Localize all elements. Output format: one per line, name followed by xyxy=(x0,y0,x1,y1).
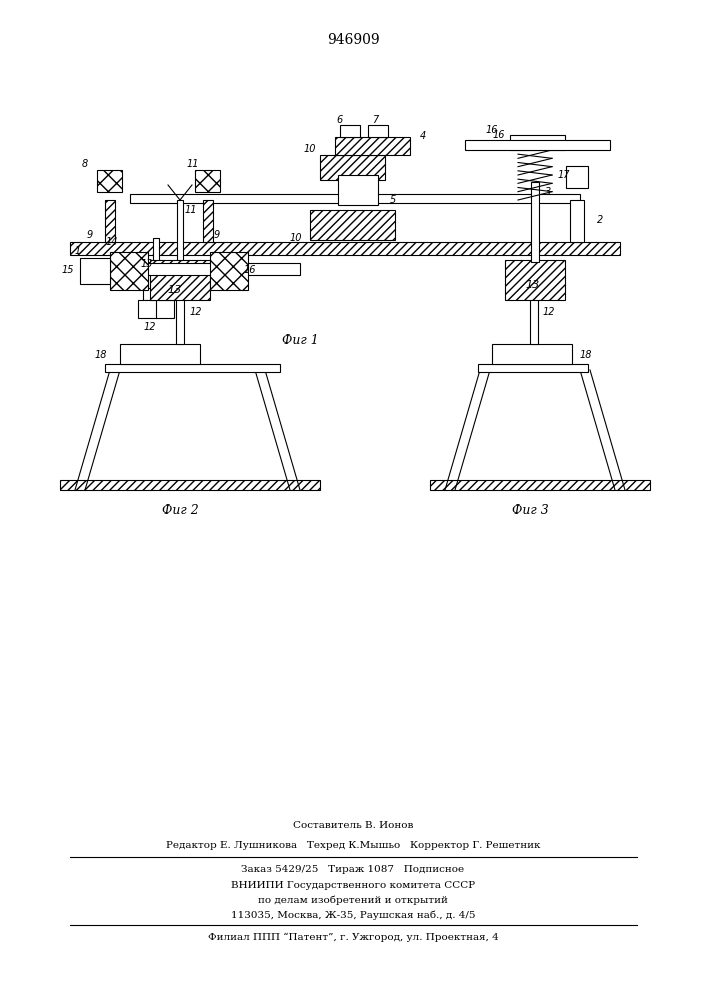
Bar xyxy=(203,200,213,242)
Bar xyxy=(195,170,220,192)
Text: 18: 18 xyxy=(95,350,107,360)
Text: 1: 1 xyxy=(75,246,81,256)
Bar xyxy=(338,175,378,205)
Text: 7: 7 xyxy=(372,115,378,125)
Text: Редактор Е. Лушникова   Техред К.Мышьо   Корректор Г. Решетник: Редактор Е. Лушникова Техред К.Мышьо Кор… xyxy=(165,840,540,850)
Bar xyxy=(340,125,360,137)
Bar xyxy=(465,140,610,150)
Bar xyxy=(105,364,280,372)
Bar xyxy=(430,480,650,490)
Text: 12: 12 xyxy=(543,307,556,317)
Bar xyxy=(530,299,538,344)
Text: 4: 4 xyxy=(420,131,426,141)
Text: 9: 9 xyxy=(214,230,220,240)
Bar xyxy=(70,242,620,255)
Text: Филиал ППП “Патент”, г. Ужгород, ул. Проектная, 4: Филиал ППП “Патент”, г. Ужгород, ул. Про… xyxy=(208,932,498,942)
Bar xyxy=(176,299,184,344)
Text: 13: 13 xyxy=(526,280,540,290)
Bar xyxy=(368,125,388,137)
Bar xyxy=(492,344,572,364)
Text: 14: 14 xyxy=(106,237,118,247)
Bar xyxy=(510,135,565,150)
Text: 5: 5 xyxy=(390,195,396,205)
Text: 12: 12 xyxy=(190,307,202,317)
Bar xyxy=(60,480,320,490)
Text: 6: 6 xyxy=(337,115,343,125)
Text: 2: 2 xyxy=(597,215,603,225)
Bar xyxy=(177,200,183,260)
Text: 16: 16 xyxy=(486,125,498,135)
Text: 113035, Москва, Ж-35, Раушская наб., д. 4/5: 113035, Москва, Ж-35, Раушская наб., д. … xyxy=(230,910,475,920)
Text: 946909: 946909 xyxy=(327,33,380,47)
Text: 9: 9 xyxy=(87,230,93,240)
Text: Заказ 5429/25   Тираж 1087   Подписное: Заказ 5429/25 Тираж 1087 Подписное xyxy=(241,865,464,874)
Text: 15: 15 xyxy=(62,265,74,275)
Bar xyxy=(320,155,385,180)
Bar xyxy=(505,260,565,300)
Bar xyxy=(120,344,200,364)
Text: ВНИИПИ Государственного комитета СССР: ВНИИПИ Государственного комитета СССР xyxy=(231,880,475,890)
Bar xyxy=(570,200,584,242)
Text: 11: 11 xyxy=(185,205,197,215)
Bar xyxy=(335,137,410,155)
Text: 10: 10 xyxy=(289,233,302,243)
Bar xyxy=(130,194,580,203)
Text: 3: 3 xyxy=(545,187,551,197)
Text: 16: 16 xyxy=(244,265,257,275)
Text: Фиг 1: Фиг 1 xyxy=(281,334,318,347)
Bar xyxy=(153,238,159,290)
Bar xyxy=(310,210,395,240)
Text: 10: 10 xyxy=(304,144,316,154)
Bar xyxy=(478,364,588,372)
Bar xyxy=(210,252,248,290)
Text: Составитель В. Ионов: Составитель В. Ионов xyxy=(293,820,413,830)
Bar xyxy=(85,263,300,275)
Text: по делам изобретений и открытий: по делам изобретений и открытий xyxy=(258,895,448,905)
Bar xyxy=(105,200,115,242)
Bar xyxy=(138,300,174,318)
Bar xyxy=(150,260,210,300)
Text: 13: 13 xyxy=(141,259,153,269)
Text: 17: 17 xyxy=(558,170,571,180)
Bar xyxy=(110,252,148,290)
Text: Фиг 2: Фиг 2 xyxy=(162,504,199,516)
Text: 18: 18 xyxy=(580,350,592,360)
Text: 13: 13 xyxy=(168,285,182,295)
Bar xyxy=(566,166,588,188)
Text: 11: 11 xyxy=(187,159,199,169)
Bar xyxy=(97,170,122,192)
Text: 12: 12 xyxy=(144,322,156,332)
Bar xyxy=(531,182,539,262)
Bar xyxy=(80,258,110,284)
Text: 8: 8 xyxy=(82,159,88,169)
Bar xyxy=(143,288,169,300)
Text: 16: 16 xyxy=(493,130,505,140)
Text: Фиг 3: Фиг 3 xyxy=(512,504,549,516)
